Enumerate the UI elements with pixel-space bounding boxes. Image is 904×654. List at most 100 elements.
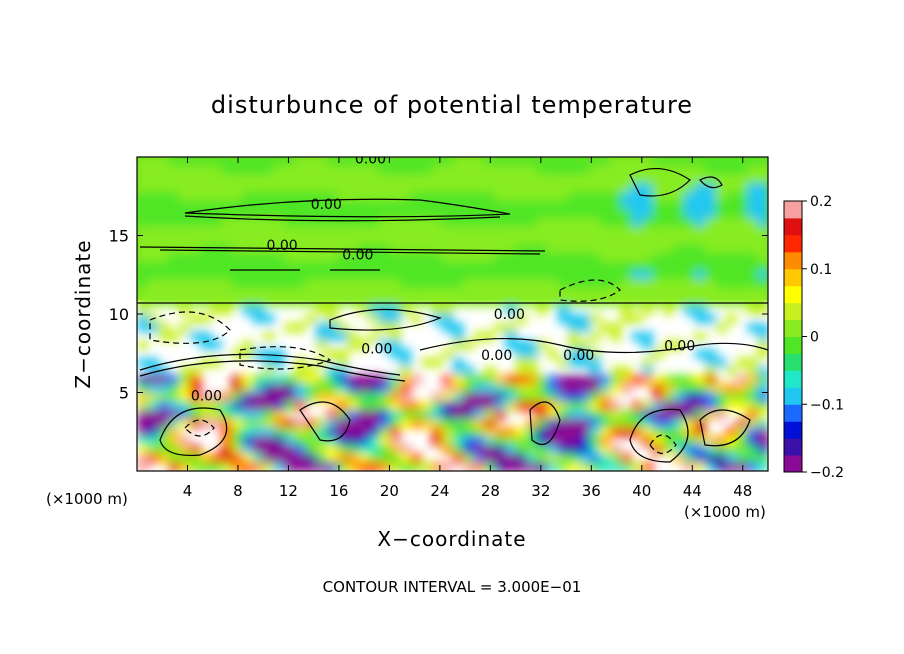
heatmap-cell: [168, 157, 181, 167]
colorbar-segment: [784, 268, 802, 287]
heatmap-cell: [221, 418, 233, 429]
heatmap-cell: [431, 305, 443, 315]
colorbar-segment: [784, 302, 802, 321]
heatmap-cell: [652, 218, 664, 228]
heatmap-cell: [221, 436, 233, 446]
heatmap-cell: [147, 357, 160, 368]
heatmap-cell: [410, 218, 422, 228]
heatmap-cell: [263, 314, 275, 324]
heatmap-cell: [484, 296, 496, 307]
heatmap-cell: [357, 157, 370, 167]
heatmap-cell: [147, 279, 160, 289]
heatmap-cell: [652, 200, 664, 211]
heatmap-cell: [526, 209, 538, 220]
heatmap-cell: [273, 183, 286, 193]
heatmap-cell: [399, 183, 412, 193]
heatmap-cell: [725, 174, 738, 185]
heatmap-cell: [273, 444, 286, 455]
heatmap-cell: [736, 296, 748, 307]
heatmap-cell: [179, 244, 191, 254]
heatmap-cell: [431, 401, 443, 411]
heatmap-cell: [631, 427, 643, 438]
heatmap-cell: [578, 348, 591, 359]
heatmap-cell: [715, 279, 727, 289]
heatmap-cell: [463, 157, 475, 167]
heatmap-cell: [578, 427, 591, 438]
heatmap-cell: [179, 444, 191, 455]
heatmap-cell: [336, 183, 349, 193]
heatmap-cell: [683, 209, 696, 220]
heatmap-cell: [452, 157, 465, 167]
heatmap-cell: [431, 218, 443, 228]
heatmap-cell: [725, 392, 738, 403]
contour-line: [649, 434, 677, 455]
heatmap-cell: [515, 174, 528, 185]
heatmap-cell: [242, 183, 254, 193]
heatmap-cell: [158, 436, 170, 446]
heatmap-cell: [589, 183, 601, 193]
heatmap-cell: [147, 383, 160, 394]
heatmap-cell: [662, 296, 675, 307]
heatmap-cell: [662, 270, 675, 281]
heatmap-cell: [473, 191, 486, 202]
heatmap-cell: [673, 157, 685, 167]
heatmap-cell: [589, 348, 601, 359]
heatmap-cell: [273, 392, 286, 403]
heatmap-cell: [378, 409, 391, 420]
heatmap-cell: [610, 279, 622, 289]
heatmap-cell: [347, 444, 359, 455]
heatmap-cell: [158, 322, 170, 333]
heatmap-cell: [399, 174, 412, 185]
heatmap-cell: [757, 165, 768, 176]
heatmap-cell: [452, 409, 465, 420]
heatmap-cell: [725, 183, 738, 193]
heatmap-cell: [515, 270, 528, 281]
heatmap-cell: [315, 322, 328, 333]
heatmap-cell: [610, 200, 622, 211]
heatmap-cell: [704, 157, 717, 167]
heatmap-cell: [294, 392, 307, 403]
heatmap-cell: [610, 375, 622, 385]
heatmap-cell: [715, 296, 727, 307]
heatmap-cell: [736, 218, 748, 228]
heatmap-cell: [410, 401, 422, 411]
heatmap-cell: [168, 165, 181, 176]
heatmap-cell: [568, 200, 580, 211]
colorbar-segment: [784, 438, 802, 456]
heatmap-cell: [683, 270, 696, 281]
heatmap-cell: [683, 261, 696, 272]
heatmap-cell: [389, 392, 401, 403]
heatmap-cell: [515, 252, 528, 263]
heatmap-cell: [694, 453, 706, 464]
colorbar-segment: [784, 251, 802, 270]
heatmap-cell: [757, 401, 768, 411]
heatmap-cell: [378, 174, 391, 185]
heatmap-cell: [441, 226, 454, 237]
heatmap-cell: [505, 401, 517, 411]
heatmap-cell: [315, 375, 328, 385]
heatmap-cell: [315, 226, 328, 237]
heatmap-cell: [662, 174, 675, 185]
heatmap-cell: [610, 462, 622, 471]
heatmap-cell: [189, 244, 202, 254]
heatmap-cell: [315, 287, 328, 298]
heatmap-cell: [315, 462, 328, 471]
contour-line: [184, 215, 501, 222]
heatmap-cell: [526, 348, 538, 359]
heatmap-cell: [610, 165, 622, 176]
heatmap-cell: [746, 226, 759, 237]
heatmap-cell: [189, 453, 202, 464]
heatmap-cell: [284, 244, 296, 254]
heatmap-cell: [662, 200, 675, 211]
heatmap-cell: [473, 401, 486, 411]
heatmap-cell: [463, 427, 475, 438]
heatmap-cell: [631, 331, 643, 342]
heatmap-cell: [557, 191, 570, 202]
heatmap-cell: [473, 436, 486, 446]
heatmap-cell: [631, 314, 643, 324]
heatmap-cell: [137, 375, 149, 385]
heatmap-cell: [294, 453, 307, 464]
heatmap-cell: [179, 191, 191, 202]
heatmap-cell: [399, 252, 412, 263]
heatmap-cell: [221, 174, 233, 185]
